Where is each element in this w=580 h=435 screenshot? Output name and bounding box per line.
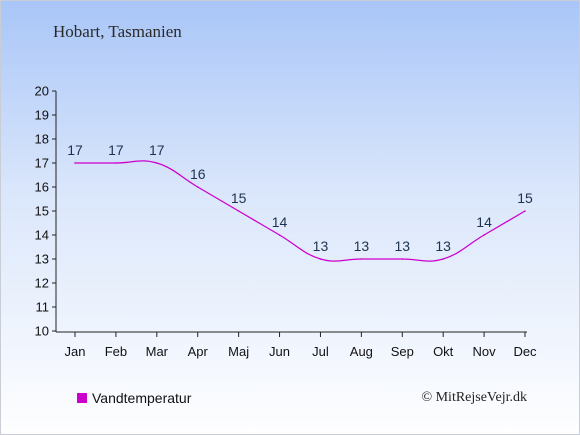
- x-tick-label: Apr: [188, 344, 209, 359]
- data-point: [196, 186, 199, 188]
- x-tick-label: Okt: [433, 344, 454, 359]
- data-labels: 17 17 17 16 15 14 13 13 13 13 14 15: [67, 142, 533, 260]
- x-tick-label: Sep: [391, 344, 414, 359]
- data-point: [319, 258, 322, 260]
- data-point: [156, 162, 158, 164]
- data-point: [74, 162, 76, 164]
- data-point: [278, 234, 281, 236]
- y-tick-label: 20: [35, 84, 49, 99]
- data-label: 17: [108, 142, 124, 158]
- data-label: 17: [67, 142, 83, 158]
- data-label: 14: [476, 214, 492, 230]
- legend-swatch: [77, 393, 87, 403]
- chart-title: Hobart, Tasmanien: [53, 22, 182, 41]
- y-tick-label: 16: [35, 180, 49, 195]
- x-tick-label: Mar: [146, 344, 169, 359]
- data-point: [401, 258, 404, 260]
- data-point: [442, 258, 444, 260]
- y-tick-label: 18: [35, 132, 49, 147]
- data-label: 14: [272, 214, 288, 230]
- legend-label: Vandtemperatur: [92, 390, 192, 406]
- x-tick-label: Jan: [65, 344, 86, 359]
- data-point: [483, 234, 485, 236]
- data-label: 13: [354, 238, 370, 254]
- data-point: [115, 162, 117, 164]
- y-tick-label: 17: [35, 156, 49, 171]
- y-tick-label: 13: [35, 252, 49, 267]
- x-tick-label: Jul: [312, 344, 329, 359]
- data-label: 13: [313, 238, 329, 254]
- y-tick-label: 14: [35, 228, 49, 243]
- data-label: 13: [394, 238, 410, 254]
- y-tick-label: 12: [35, 276, 49, 291]
- data-label: 17: [149, 142, 165, 158]
- y-tick-label: 19: [35, 108, 49, 123]
- series-line: [75, 160, 526, 262]
- legend: Vandtemperatur: [77, 390, 191, 406]
- axes: 10 11 12 13 14 15 16 17 18 19 20 Jan Feb Mar Apr Maj Jun…: [35, 84, 538, 360]
- x-tick-label: Jun: [269, 344, 290, 359]
- data-point: [360, 258, 363, 260]
- data-label: 15: [231, 190, 247, 206]
- x-tick-label: Feb: [105, 344, 127, 359]
- series-layer: [75, 160, 526, 262]
- copyright-text: © MitRejseVejr.dk: [421, 390, 527, 405]
- y-tick-label: 11: [36, 300, 50, 315]
- x-tick-label: Nov: [473, 344, 497, 359]
- data-point: [524, 210, 526, 212]
- y-tick-label: 15: [35, 204, 49, 219]
- x-tick-label: Aug: [350, 344, 373, 359]
- data-label: 15: [517, 190, 533, 206]
- data-label: 13: [435, 238, 451, 254]
- data-label: 16: [190, 166, 206, 182]
- y-tick-label: 10: [35, 324, 49, 339]
- x-tick-label: Maj: [228, 344, 249, 359]
- x-tick-label: Dec: [513, 344, 537, 359]
- data-point: [237, 210, 240, 212]
